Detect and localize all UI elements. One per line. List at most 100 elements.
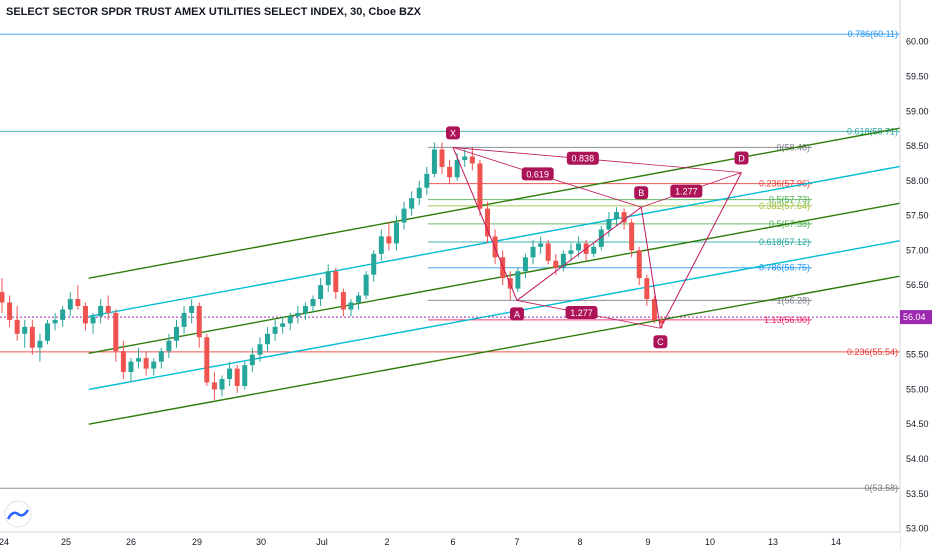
y-axis-panel[interactable] [900,0,932,550]
candle-body [0,292,5,303]
candle-body [485,208,491,237]
candle-body [120,351,126,373]
pattern-point-label: D [738,153,745,163]
x-tick-label: 6 [450,537,455,547]
pattern-leg [640,207,661,329]
pattern-point-badge[interactable] [446,126,460,140]
y-tick-label: 58.50 [906,141,929,151]
candle-body [348,302,354,310]
pattern-point-label: C [657,337,664,347]
candle-body [401,208,407,223]
x-tick-label: 30 [256,537,266,547]
candle-body [363,274,369,296]
candle-body [280,323,286,327]
candle-body [560,253,566,268]
candle-body [568,250,574,254]
candle-body [340,292,346,310]
candle-body [553,260,559,268]
channel-line [88,127,901,279]
fib-level-label: 1.13(56.00) [764,315,810,325]
candle-body [659,319,665,324]
fib-level-label: 0.786(56.75) [759,263,810,273]
pattern-ratio-label: 1.277 [675,187,698,197]
y-tick-label: 53.50 [906,489,929,499]
pattern-leg [516,206,642,301]
y-tick-label: 56.50 [906,280,929,290]
candle-body [371,253,377,275]
y-tick-label: 60.00 [906,37,929,47]
pattern-point-badge[interactable] [653,335,668,349]
x-tick-label: 29 [192,537,202,547]
fib-level-label: 0(53.58) [864,483,898,493]
x-tick-label: 2 [384,537,389,547]
y-tick-label: 54.50 [906,419,929,429]
candle-body [7,302,13,320]
candle-body [393,222,399,244]
candle-body [613,212,619,220]
fib-level-label: 0.618(57.12) [759,237,810,247]
pattern-point-badge[interactable] [510,307,524,321]
tradingview-logo-icon[interactable] [4,500,32,528]
candle-body [204,337,210,383]
candle-body [105,305,111,313]
candle-body [37,340,43,348]
candle-body [14,319,20,334]
pattern-leg [452,147,518,301]
y-tick-label: 55.00 [906,384,929,394]
candle-body [644,278,650,300]
candle-body [606,219,612,230]
y-tick-label: 57.50 [906,211,929,221]
last-price-label: 56.04 [903,312,926,322]
harmonic-pattern[interactable]: 0.838 0.619 1.277 1.277 X A B C D [446,126,749,349]
y-tick-label: 54.00 [906,454,929,464]
candle-body [576,243,582,251]
pattern-ratio-label: 0.619 [526,169,549,179]
candle-body [522,257,528,272]
candle-body [113,312,119,352]
x-tick-label: 24 [0,537,9,547]
candle-body [636,250,642,279]
candle-body [173,326,179,341]
pattern-leg [659,172,742,329]
pattern-ratio-label: 0.838 [572,154,595,164]
candle-body [82,305,88,324]
pattern-ratio-badge [565,305,598,319]
pattern-point-badge[interactable] [734,151,749,165]
candle-body [538,243,544,247]
candle-body [295,312,301,317]
candle-body [356,295,362,303]
x-tick-label: Jul [316,537,328,547]
pattern-point-label: A [514,309,520,319]
candle-body [469,156,475,164]
y-tick-label: 58.00 [906,176,929,186]
candle-body [500,257,506,279]
candle-body [439,149,445,167]
fib-level-label: 0.5(57.73) [769,195,810,205]
candle-body [22,326,28,334]
candle-body [265,333,271,345]
x-tick-label: 13 [768,537,778,547]
channel-line [88,275,901,425]
candle-body [136,358,142,362]
channel-line [88,240,901,391]
candle-body [98,305,104,317]
candle-body [158,351,164,362]
candle-body [45,323,51,341]
pattern-point-badge[interactable] [634,186,649,200]
pattern-ratio-badge [566,151,599,165]
fib-level-label: 0.786(60.11) [848,29,898,39]
x-axis-panel[interactable] [0,532,900,550]
candle-body [287,316,293,324]
pattern-ratio-badge [521,167,554,181]
candle-body [181,312,187,327]
candle-body [249,354,255,366]
candle-body [318,285,324,300]
candle-body [409,198,415,209]
pattern-point-label: B [638,188,644,198]
candles [0,142,665,400]
x-tick-label: 26 [126,537,136,547]
candle-body [227,368,233,380]
x-tick-label: 10 [705,537,715,547]
